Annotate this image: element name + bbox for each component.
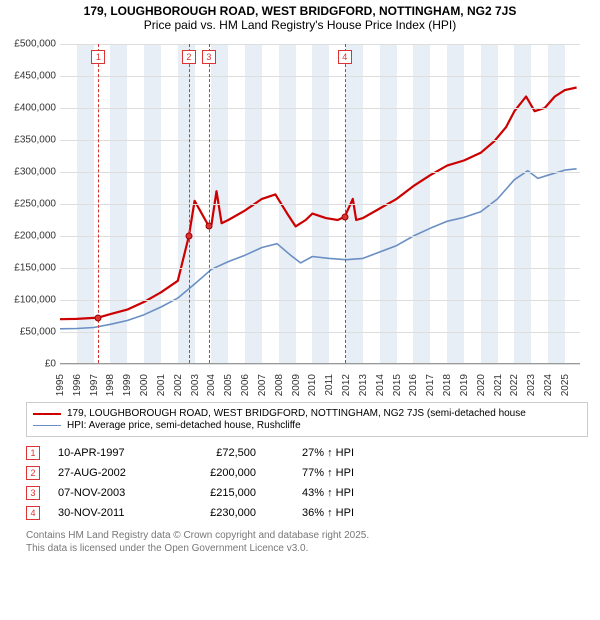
sale-relative: 43% ↑ HPI — [274, 487, 354, 499]
legend-swatch-property — [33, 413, 61, 415]
x-axis-label: 2024 — [543, 374, 554, 396]
sale-price: £215,000 — [176, 487, 256, 499]
x-axis-label: 2002 — [173, 374, 184, 396]
sale-marker: 2 — [182, 50, 196, 64]
y-gridline — [60, 108, 580, 109]
sale-relative: 27% ↑ HPI — [274, 447, 354, 459]
x-axis-label: 2008 — [274, 374, 285, 396]
y-gridline — [60, 172, 580, 173]
y-axis-label: £50,000 — [10, 327, 56, 338]
legend-label-property: 179, LOUGHBOROUGH ROAD, WEST BRIDGFORD, … — [67, 408, 526, 419]
sale-marker: 4 — [338, 50, 352, 64]
sale-row: 4 30-NOV-2011 £230,000 36% ↑ HPI — [26, 503, 588, 523]
chart: £0 £50,000 £100,000 £150,000 £200,000 £250,00… — [0, 38, 600, 398]
x-axis-label: 2025 — [560, 374, 571, 396]
x-axis-label: 2020 — [476, 374, 487, 396]
footer-line-1: Contains HM Land Registry data © Crown c… — [26, 529, 588, 542]
sale-date: 30-NOV-2011 — [58, 507, 158, 519]
y-axis-label: £500,000 — [10, 39, 56, 50]
legend-swatch-hpi — [33, 425, 61, 426]
x-axis-label: 2015 — [392, 374, 403, 396]
sale-date: 10-APR-1997 — [58, 447, 158, 459]
x-axis-label: 2022 — [509, 374, 520, 396]
footer-line-2: This data is licensed under the Open Gov… — [26, 542, 588, 555]
x-axis-label: 2014 — [375, 374, 386, 396]
y-gridline — [60, 76, 580, 77]
sale-row: 3 07-NOV-2003 £215,000 43% ↑ HPI — [26, 483, 588, 503]
sale-date: 27-AUG-2002 — [58, 467, 158, 479]
sale-event-line — [209, 44, 210, 363]
y-axis-label: £250,000 — [10, 199, 56, 210]
page-subtitle: Price paid vs. HM Land Registry's House … — [0, 18, 600, 38]
x-axis-label: 2012 — [341, 374, 352, 396]
plot-area: £0£50,000£100,000£150,000£200,000£250,00… — [60, 44, 580, 364]
x-axis-label: 2016 — [408, 374, 419, 396]
sale-dot — [205, 223, 212, 230]
x-axis-label: 1995 — [55, 374, 66, 396]
x-axis-label: 2017 — [425, 374, 436, 396]
sale-dot — [95, 314, 102, 321]
x-axis-label: 1996 — [72, 374, 83, 396]
x-axis-label: 2019 — [459, 374, 470, 396]
y-axis-label: £400,000 — [10, 103, 56, 114]
y-axis-label: £350,000 — [10, 135, 56, 146]
x-axis-label: 2005 — [223, 374, 234, 396]
x-axis-label: 2023 — [526, 374, 537, 396]
legend-item-property: 179, LOUGHBOROUGH ROAD, WEST BRIDGFORD, … — [33, 408, 581, 419]
x-axis-label: 2018 — [442, 374, 453, 396]
sale-row-marker: 3 — [26, 486, 40, 500]
page-title: 179, LOUGHBOROUGH ROAD, WEST BRIDGFORD, … — [0, 0, 600, 18]
y-axis-label: £200,000 — [10, 231, 56, 242]
y-gridline — [60, 44, 580, 45]
legend-item-hpi: HPI: Average price, semi-detached house,… — [33, 420, 581, 431]
sale-row: 2 27-AUG-2002 £200,000 77% ↑ HPI — [26, 463, 588, 483]
y-gridline — [60, 236, 580, 237]
sale-row-marker: 1 — [26, 446, 40, 460]
x-axis-label: 1998 — [105, 374, 116, 396]
y-gridline — [60, 140, 580, 141]
x-axis-label: 2003 — [190, 374, 201, 396]
sale-dot — [341, 213, 348, 220]
sale-row: 1 10-APR-1997 £72,500 27% ↑ HPI — [26, 443, 588, 463]
legend: 179, LOUGHBOROUGH ROAD, WEST BRIDGFORD, … — [26, 402, 588, 437]
x-axis-label: 2010 — [307, 374, 318, 396]
sale-price: £200,000 — [176, 467, 256, 479]
y-axis-label: £150,000 — [10, 263, 56, 274]
legend-label-hpi: HPI: Average price, semi-detached house,… — [67, 420, 301, 431]
y-gridline — [60, 364, 580, 365]
sale-row-marker: 4 — [26, 506, 40, 520]
x-axis-label: 2007 — [257, 374, 268, 396]
sale-event-line — [189, 44, 190, 363]
x-axis-label: 2013 — [358, 374, 369, 396]
sale-marker: 3 — [202, 50, 216, 64]
x-axis-label: 2001 — [156, 374, 167, 396]
x-axis-label: 2006 — [240, 374, 251, 396]
y-gridline — [60, 332, 580, 333]
footer: Contains HM Land Registry data © Crown c… — [26, 529, 588, 555]
x-axis-label: 1999 — [122, 374, 133, 396]
sale-dot — [185, 233, 192, 240]
sale-relative: 36% ↑ HPI — [274, 507, 354, 519]
y-axis-label: £450,000 — [10, 71, 56, 82]
y-axis-label: £300,000 — [10, 167, 56, 178]
x-axis-label: 2021 — [493, 374, 504, 396]
sale-date: 07-NOV-2003 — [58, 487, 158, 499]
x-axis-label: 2004 — [206, 374, 217, 396]
y-axis-label: £0 — [10, 359, 56, 370]
x-axis-label: 2011 — [324, 374, 335, 396]
y-gridline — [60, 300, 580, 301]
sale-price: £230,000 — [176, 507, 256, 519]
x-axis-label: 2000 — [139, 374, 150, 396]
sales-table: 1 10-APR-1997 £72,500 27% ↑ HPI 2 27-AUG-2002… — [26, 443, 588, 523]
sale-marker: 1 — [91, 50, 105, 64]
sale-price: £72,500 — [176, 447, 256, 459]
y-gridline — [60, 204, 580, 205]
sale-event-line — [345, 44, 346, 363]
sale-row-marker: 2 — [26, 466, 40, 480]
y-gridline — [60, 268, 580, 269]
x-axis-label: 2009 — [291, 374, 302, 396]
sale-relative: 77% ↑ HPI — [274, 467, 354, 479]
x-axis-label: 1997 — [89, 374, 100, 396]
y-axis-label: £100,000 — [10, 295, 56, 306]
